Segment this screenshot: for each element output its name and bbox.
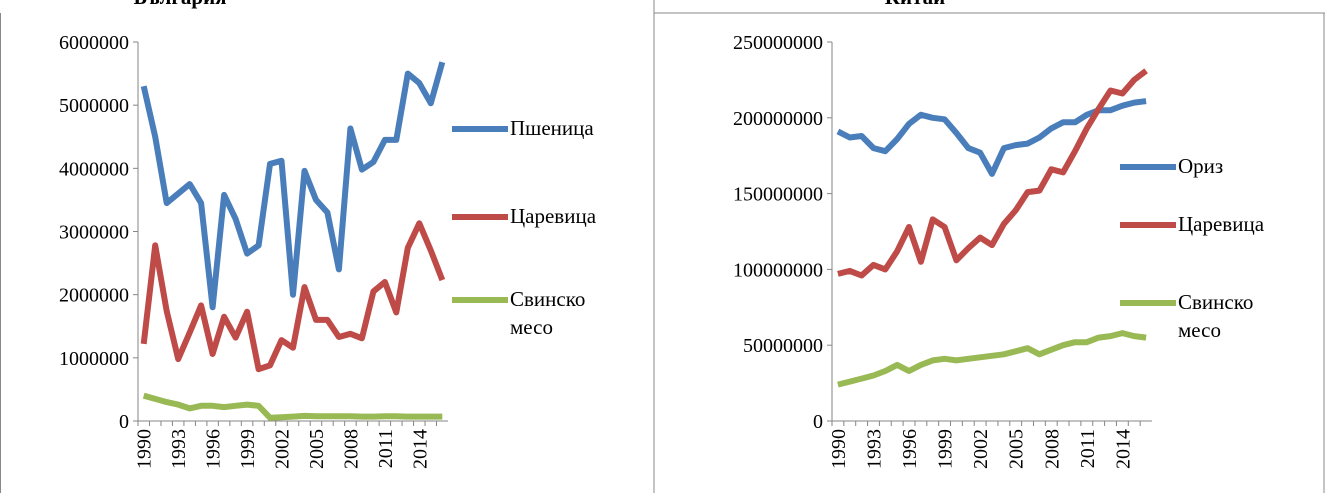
y-tick-label: 200000000: [733, 108, 823, 130]
x-tick-label: 2002: [272, 429, 294, 469]
series-line: [837, 68, 1148, 279]
x-tick-label: 2005: [306, 429, 328, 469]
x-tick-label: 2014: [409, 429, 431, 469]
x-tick-label: 1999: [237, 429, 259, 469]
chart-title: Китай: [885, 0, 946, 9]
x-tick-label: 1996: [203, 429, 225, 469]
x-tick-label: 1993: [863, 429, 885, 469]
y-tick-label: 5000000: [59, 95, 129, 117]
y-tick-label: 1000000: [59, 348, 129, 370]
x-tick-label: 2005: [1006, 429, 1028, 469]
legend-label: Царевица: [1178, 212, 1265, 236]
y-tick-label: 100000000: [733, 259, 823, 281]
x-tick-label: 1996: [899, 429, 921, 469]
y-tick-label: 2000000: [59, 285, 129, 307]
series-line: [837, 330, 1147, 388]
y-tick-label: 150000000: [733, 184, 823, 206]
x-tick-label: 2014: [1112, 429, 1134, 469]
x-tick-label: 2002: [970, 429, 992, 469]
legend-label: Свинско месо: [1178, 290, 1254, 342]
y-tick-label: 50000000: [743, 335, 823, 357]
y-tick-label: 0: [813, 411, 823, 433]
series-line: [142, 392, 443, 421]
x-tick-label: 1999: [935, 429, 957, 469]
legend-label: Свинско месо: [510, 287, 586, 339]
legend-label: Ориз: [1178, 154, 1224, 178]
legend-label: Пшеница: [510, 116, 594, 140]
x-tick-label: 2008: [1041, 429, 1063, 469]
x-tick-label: 1990: [134, 429, 156, 469]
x-tick-label: 1993: [168, 429, 190, 469]
y-tick-label: 4000000: [59, 158, 129, 180]
x-tick-label: 1990: [828, 429, 850, 469]
legend-label: Царевица: [510, 204, 597, 228]
series-line: [140, 220, 446, 373]
y-tick-label: 3000000: [59, 222, 129, 244]
x-tick-label: 2011: [375, 429, 397, 468]
series-line: [140, 61, 446, 311]
y-tick-label: 250000000: [733, 32, 823, 54]
x-tick-label: 2008: [340, 429, 362, 469]
y-tick-label: 6000000: [59, 32, 129, 54]
x-tick-label: 2011: [1077, 429, 1099, 468]
y-tick-label: 0: [119, 411, 129, 433]
chart-title: България: [133, 0, 226, 9]
